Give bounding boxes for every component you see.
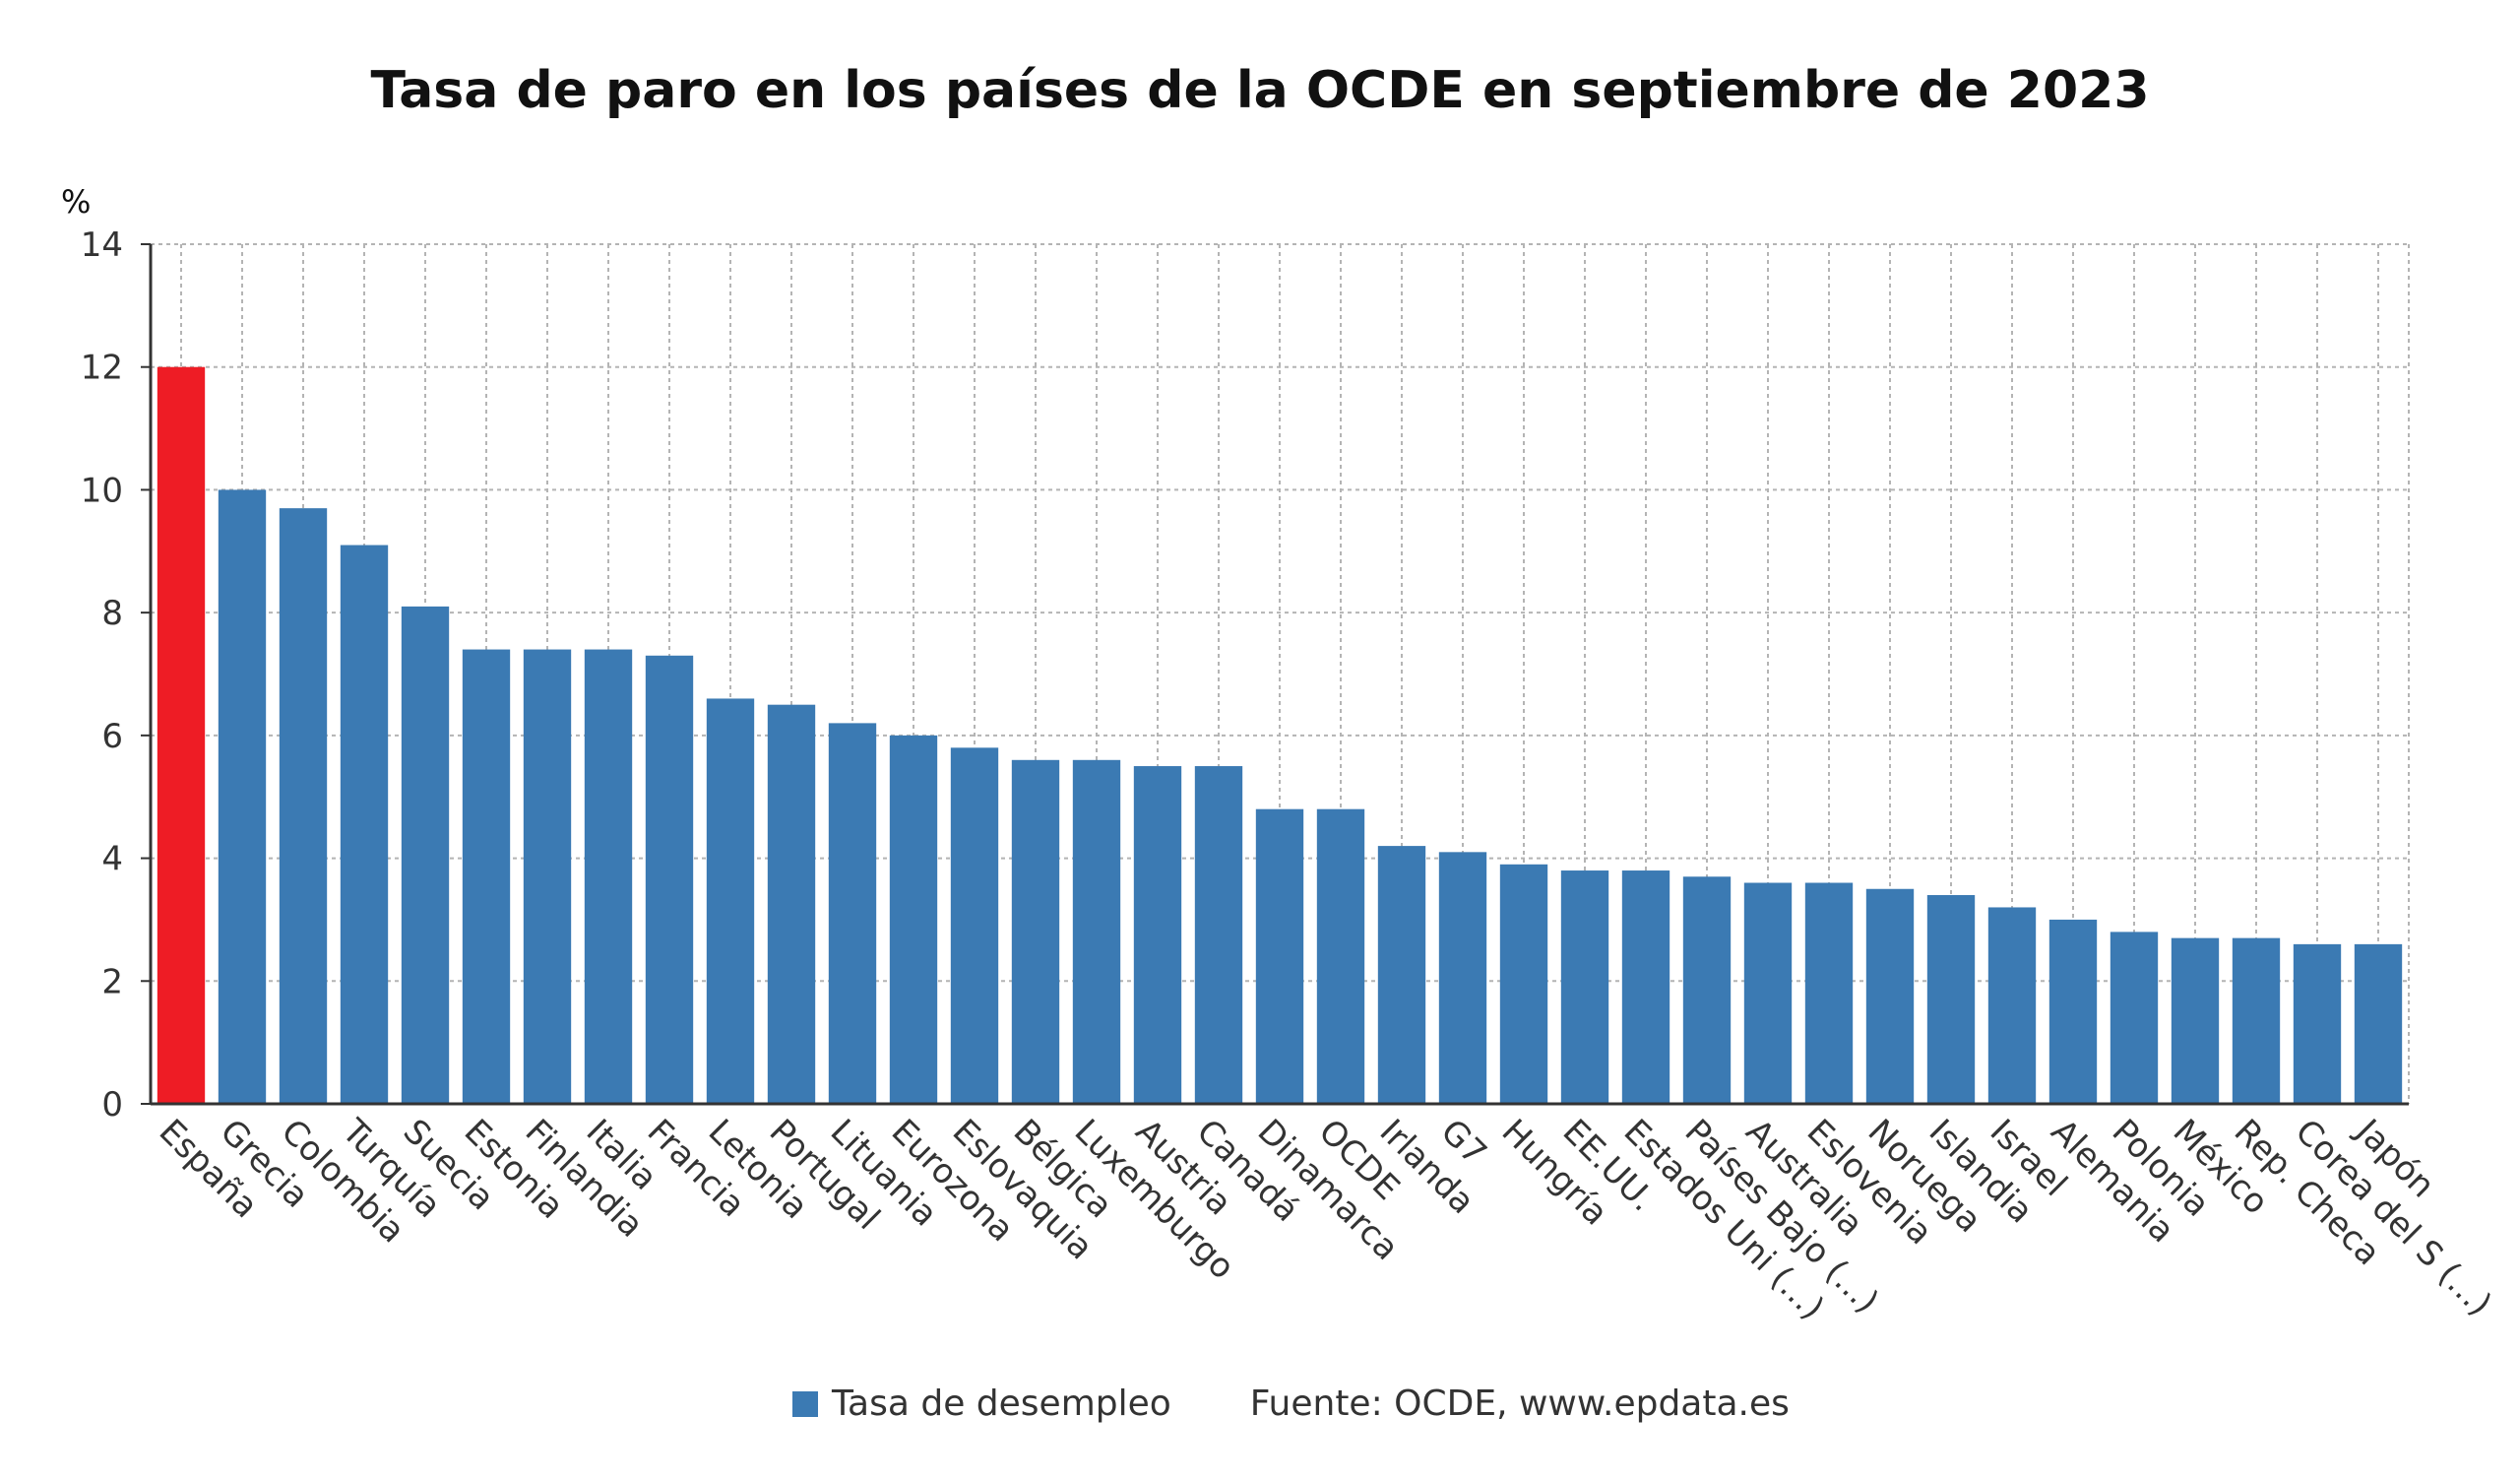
y-tick-label: 10 [81, 471, 123, 510]
bar [706, 698, 755, 1104]
bar [1560, 870, 1609, 1104]
y-tick-label: 12 [81, 349, 123, 388]
bar [157, 366, 206, 1104]
bar [1377, 846, 1426, 1104]
bar [645, 655, 694, 1104]
bar [1133, 766, 1182, 1104]
y-tick-label: 6 [101, 717, 123, 756]
bar [401, 606, 450, 1104]
bar [1621, 870, 1670, 1104]
bar [584, 649, 633, 1104]
y-tick-label: 14 [81, 225, 123, 265]
bar [2171, 937, 2220, 1104]
x-tick-labels: EspañaGreciaColombiaTurquíaSueciaEstonia… [152, 1111, 2499, 1328]
bar [767, 704, 816, 1104]
bar [279, 508, 328, 1104]
y-tick-label: 0 [101, 1085, 123, 1125]
bars [157, 366, 2403, 1104]
legend: Tasa de desempleo Fuente: OCDE, www.epda… [792, 1383, 1790, 1424]
y-axis-unit-label: % [61, 183, 91, 221]
bar [828, 723, 877, 1104]
y-tick-label: 4 [101, 840, 123, 879]
source-credit: Fuente: OCDE, www.epdata.es [1249, 1383, 1790, 1424]
bar [2048, 919, 2098, 1104]
bar [1011, 759, 1060, 1104]
bar [462, 649, 511, 1104]
bar [2354, 943, 2403, 1104]
bar [950, 747, 999, 1104]
bar [1987, 907, 2037, 1104]
axes [141, 243, 2409, 1106]
bar [1865, 888, 1915, 1104]
bar [340, 545, 389, 1104]
bar [2110, 932, 2159, 1104]
bar [2293, 943, 2342, 1104]
bar [889, 735, 938, 1104]
bar [1926, 894, 1976, 1104]
bar [523, 649, 572, 1104]
legend-swatch [792, 1390, 818, 1417]
bar [1804, 882, 1854, 1104]
y-tick-label: 2 [101, 962, 123, 1001]
bar [1743, 882, 1793, 1104]
bar [1255, 808, 1304, 1104]
bar [218, 489, 267, 1104]
bar [2232, 937, 2281, 1104]
y-tick-label: 8 [101, 594, 123, 633]
bar [1072, 759, 1121, 1104]
bar [1316, 808, 1365, 1104]
y-tick-labels: 0 2 4 6 8 10 12 14 [81, 225, 123, 1125]
legend-series-label: Tasa de desempleo [832, 1383, 1171, 1424]
bar [1499, 864, 1548, 1104]
bar [1682, 876, 1732, 1104]
gridlines [151, 243, 2410, 1104]
bar [1194, 766, 1243, 1104]
chart-title: Tasa de paro en los países de la OCDE en… [370, 61, 2150, 120]
bar [1438, 852, 1487, 1104]
